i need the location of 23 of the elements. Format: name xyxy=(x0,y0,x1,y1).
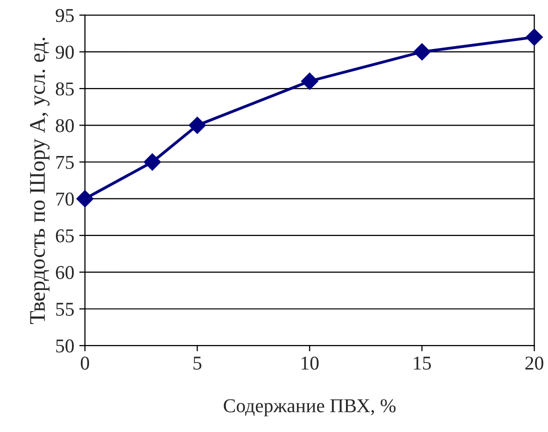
y-tick-label: 50 xyxy=(56,339,74,353)
point xyxy=(526,28,543,46)
x-tick-label: 15 xyxy=(414,356,431,370)
x-axis-title: Содержание ПВХ, % xyxy=(224,399,396,416)
point xyxy=(188,116,206,134)
y-tick-label: 85 xyxy=(56,82,74,96)
y-tick-label: 95 xyxy=(56,8,74,22)
x-tick-label: 5 xyxy=(194,356,202,370)
y-tick-label: 55 xyxy=(56,302,74,316)
x-tick-label: 0 xyxy=(80,356,90,370)
y-tick-label: 90 xyxy=(56,46,74,59)
point xyxy=(413,43,431,60)
point xyxy=(144,153,161,171)
y-tick-label: 70 xyxy=(56,192,74,206)
point xyxy=(301,72,318,90)
y-tick-label: 65 xyxy=(56,229,74,242)
y-tick-label: 60 xyxy=(56,266,74,280)
x-tick-label: 10 xyxy=(302,356,319,370)
y-axis-title: Твердость по Шору А, усл. ед. xyxy=(30,38,50,324)
y-tick-label: 80 xyxy=(56,119,74,132)
x-tick-label: 20 xyxy=(525,356,544,370)
point xyxy=(76,190,94,208)
y-tick-label: 75 xyxy=(56,156,74,169)
